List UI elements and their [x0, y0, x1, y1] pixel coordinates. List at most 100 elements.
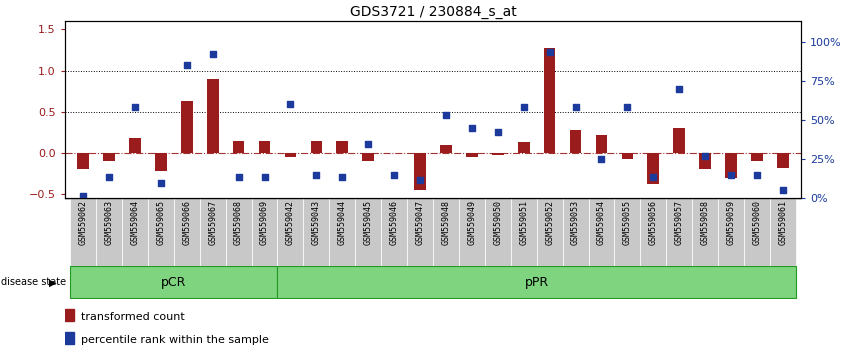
Bar: [615, 198, 640, 266]
Bar: [440, 145, 452, 153]
Point: [413, 178, 427, 183]
Bar: [103, 153, 115, 161]
Bar: [718, 198, 744, 266]
Text: disease state: disease state: [1, 277, 66, 287]
Point: [309, 172, 323, 178]
Point: [102, 175, 116, 180]
Bar: [129, 138, 141, 153]
Bar: [674, 128, 685, 153]
Text: GSM559047: GSM559047: [416, 200, 424, 245]
Bar: [622, 153, 633, 159]
Point: [646, 175, 660, 180]
Text: GSM559059: GSM559059: [727, 200, 735, 245]
Text: GSM559058: GSM559058: [701, 200, 709, 245]
Text: transformed count: transformed count: [81, 312, 185, 322]
Text: percentile rank within the sample: percentile rank within the sample: [81, 335, 269, 346]
Bar: [65, 332, 74, 344]
Point: [776, 187, 790, 193]
Bar: [381, 198, 407, 266]
Point: [620, 104, 634, 110]
Bar: [174, 198, 200, 266]
Text: GSM559042: GSM559042: [286, 200, 295, 245]
Bar: [65, 309, 74, 321]
Text: GSM559049: GSM559049: [468, 200, 476, 245]
Bar: [744, 198, 770, 266]
Bar: [77, 153, 89, 170]
Text: GSM559060: GSM559060: [753, 200, 761, 245]
Point: [672, 86, 686, 91]
Bar: [459, 198, 485, 266]
Bar: [200, 198, 226, 266]
Text: pPR: pPR: [525, 276, 549, 289]
Point: [439, 112, 453, 118]
Text: GSM559043: GSM559043: [312, 200, 321, 245]
Point: [491, 130, 505, 135]
Text: GSM559064: GSM559064: [131, 200, 139, 245]
Text: GSM559062: GSM559062: [79, 200, 87, 245]
Bar: [518, 142, 529, 153]
Bar: [122, 198, 148, 266]
Text: GSM559051: GSM559051: [520, 200, 528, 245]
Bar: [570, 130, 581, 153]
Bar: [362, 153, 374, 161]
Bar: [148, 198, 174, 266]
Bar: [725, 153, 737, 178]
Text: GSM559055: GSM559055: [623, 200, 632, 245]
Bar: [355, 198, 381, 266]
Bar: [544, 48, 555, 153]
Point: [361, 141, 375, 147]
Text: GSM559066: GSM559066: [182, 200, 191, 245]
Bar: [96, 198, 122, 266]
Text: GSM559050: GSM559050: [494, 200, 502, 245]
Text: GSM559063: GSM559063: [105, 200, 113, 245]
Bar: [329, 198, 355, 266]
Bar: [692, 198, 718, 266]
Bar: [277, 198, 303, 266]
Point: [76, 193, 90, 199]
Point: [750, 172, 764, 178]
Text: GSM559068: GSM559068: [234, 200, 243, 245]
Text: pCR: pCR: [161, 276, 186, 289]
Text: GSM559044: GSM559044: [338, 200, 346, 245]
Text: GSM559056: GSM559056: [649, 200, 658, 245]
Text: GSM559052: GSM559052: [545, 200, 554, 245]
Text: GSM559045: GSM559045: [364, 200, 372, 245]
Bar: [700, 153, 711, 170]
Text: GSM559061: GSM559061: [779, 200, 787, 245]
Bar: [596, 135, 607, 153]
Bar: [433, 198, 459, 266]
Point: [128, 104, 142, 110]
Bar: [70, 198, 96, 266]
Text: GSM559046: GSM559046: [390, 200, 398, 245]
Text: ▶: ▶: [48, 277, 56, 287]
Bar: [563, 198, 589, 266]
Bar: [285, 153, 296, 157]
Text: GSM559054: GSM559054: [597, 200, 606, 245]
Point: [206, 51, 220, 57]
Text: GSM559065: GSM559065: [157, 200, 165, 245]
Bar: [511, 198, 537, 266]
Bar: [311, 141, 322, 153]
Bar: [666, 198, 692, 266]
Bar: [537, 198, 563, 266]
Bar: [251, 198, 277, 266]
Bar: [640, 198, 666, 266]
Bar: [414, 153, 426, 190]
Point: [335, 175, 349, 180]
Title: GDS3721 / 230884_s_at: GDS3721 / 230884_s_at: [350, 5, 516, 19]
Bar: [233, 141, 244, 153]
Bar: [226, 198, 251, 266]
Point: [232, 175, 246, 180]
Point: [569, 104, 583, 110]
Bar: [466, 153, 478, 157]
Bar: [770, 198, 796, 266]
Point: [283, 102, 297, 107]
Point: [465, 125, 479, 131]
Bar: [589, 198, 615, 266]
Point: [595, 156, 609, 161]
Text: GSM559067: GSM559067: [208, 200, 217, 245]
Bar: [303, 198, 329, 266]
Bar: [70, 266, 277, 298]
Text: GSM559069: GSM559069: [260, 200, 269, 245]
Text: GSM559048: GSM559048: [442, 200, 450, 245]
